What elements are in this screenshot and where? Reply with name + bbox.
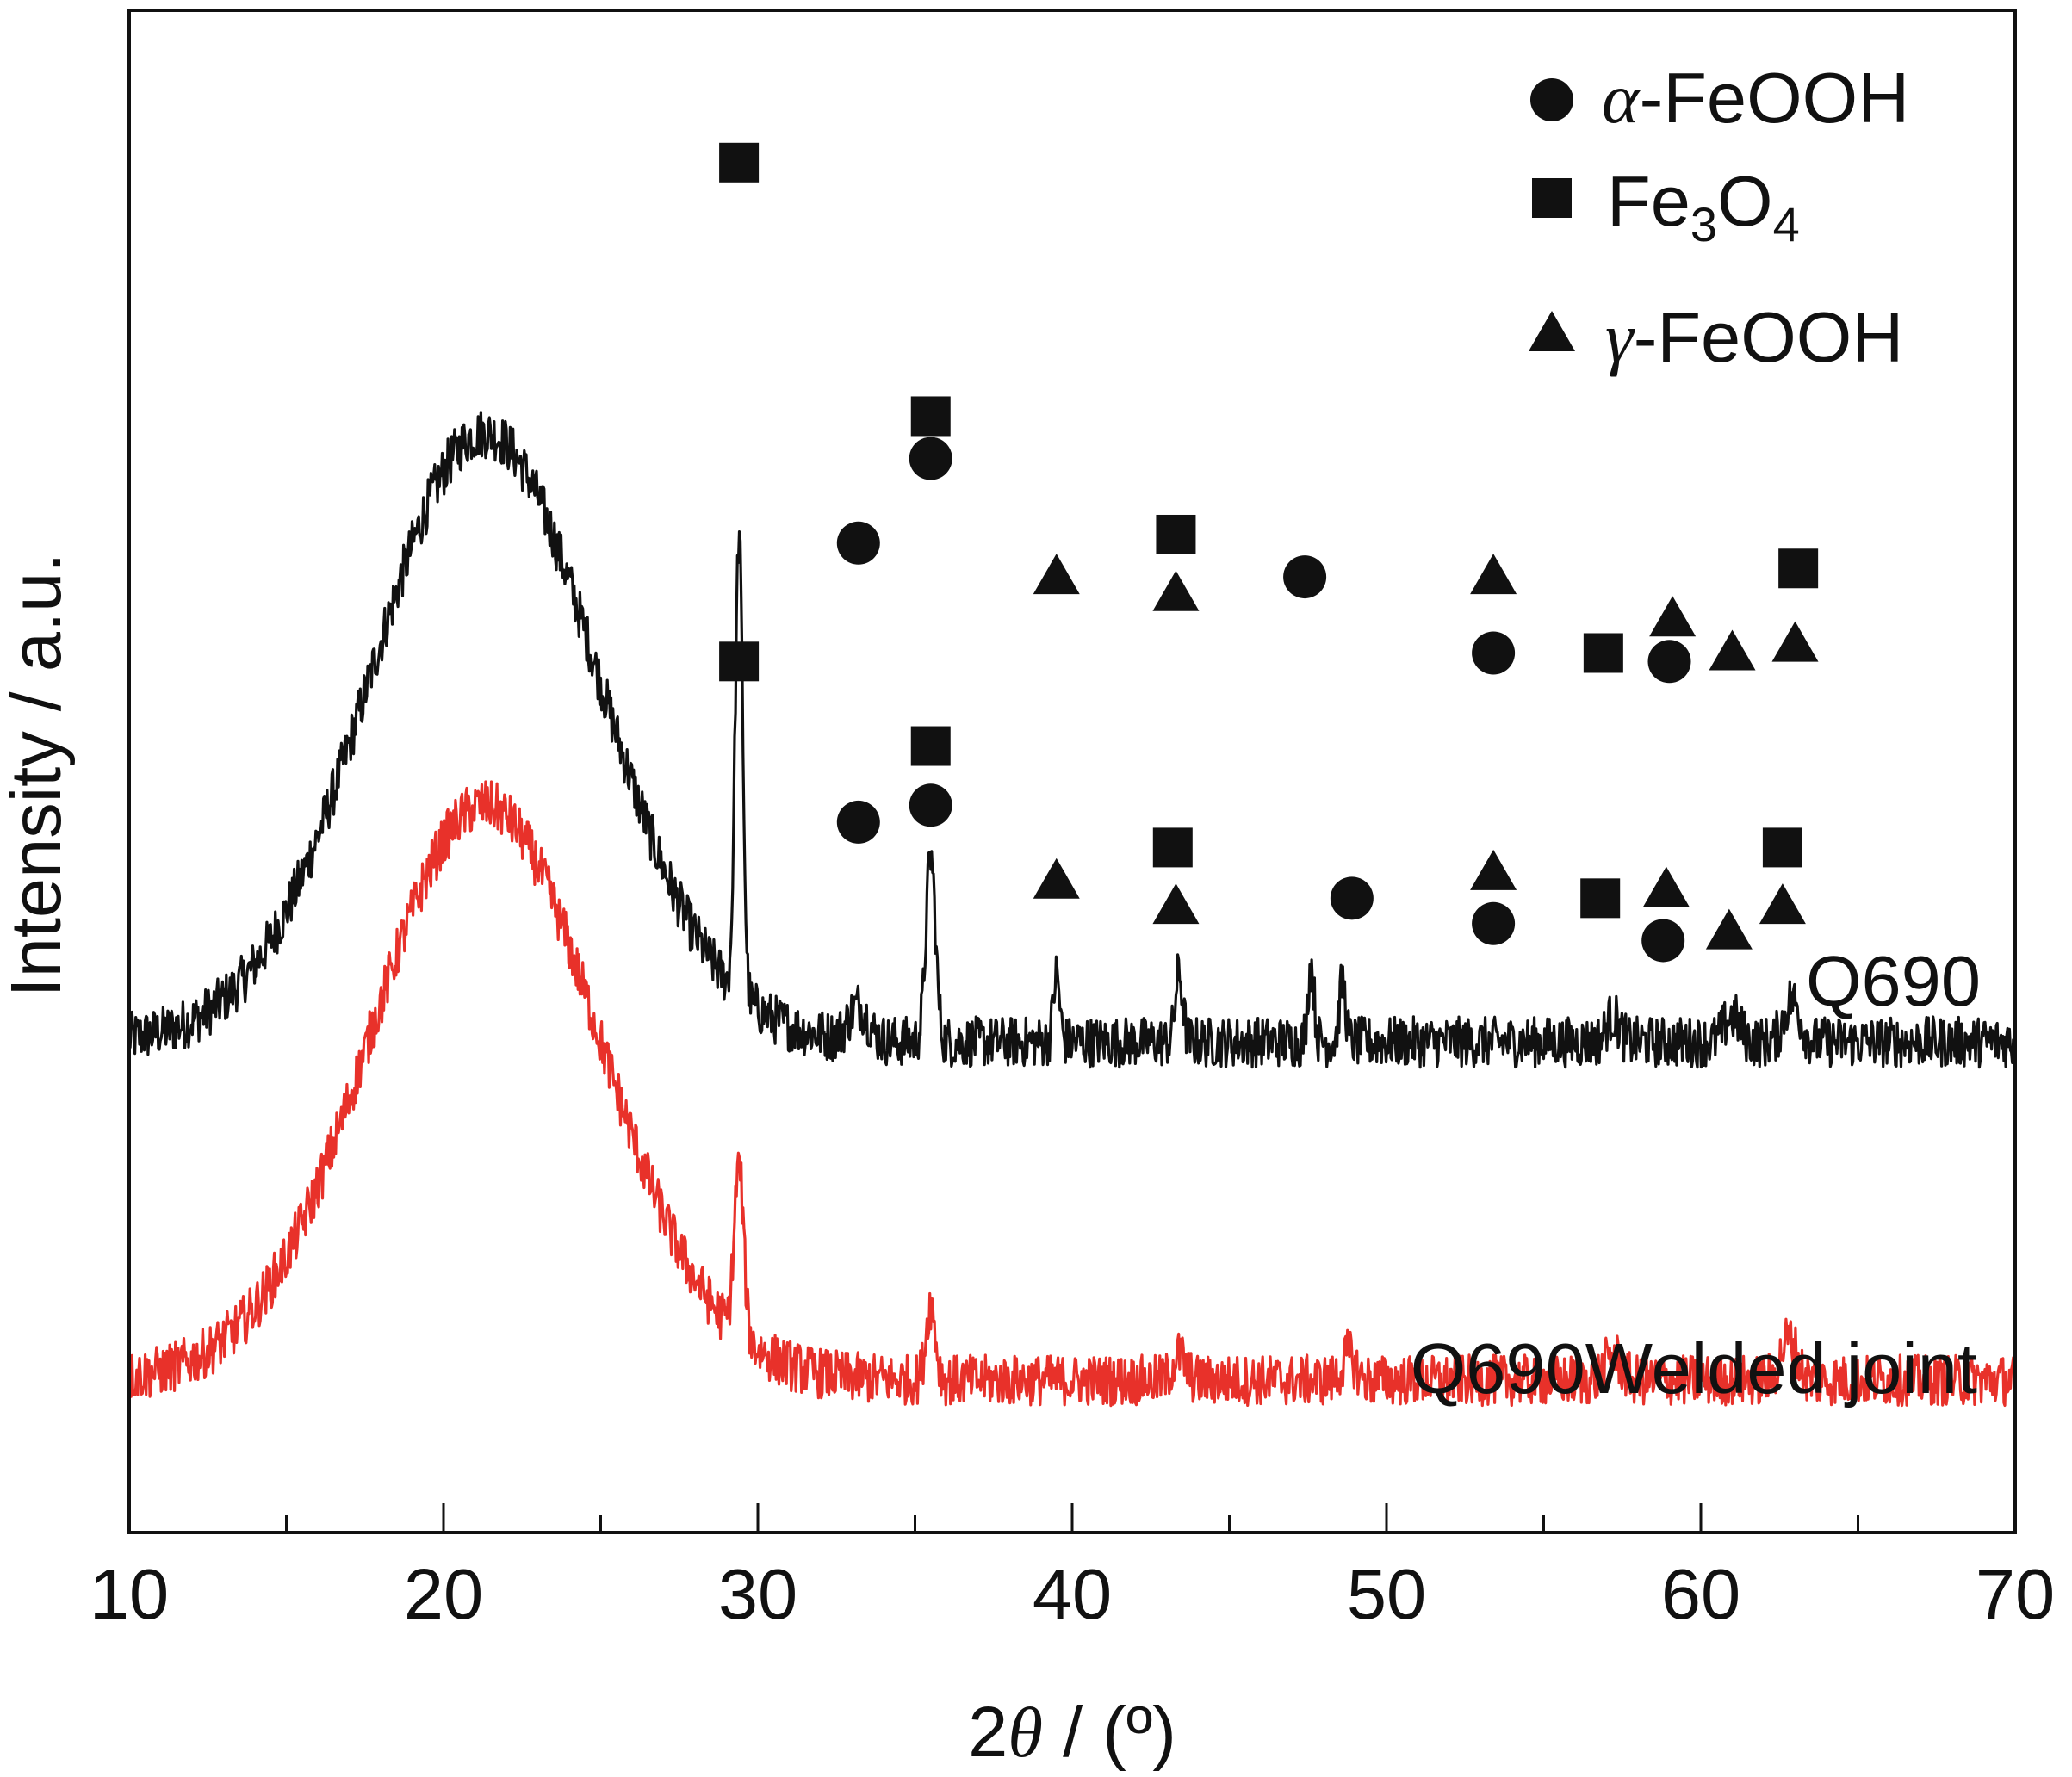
phase-marker-triangle xyxy=(1152,883,1200,925)
phase-marker-circle xyxy=(1641,919,1685,963)
phase-marker-circle xyxy=(909,437,952,480)
series-label-q690-welded-joint: Q690Welded joint xyxy=(1411,1328,1977,1409)
curves-layer xyxy=(127,411,2017,1408)
phase-marker-square xyxy=(719,641,760,682)
phase-marker-circle xyxy=(1472,901,1516,945)
phase-marker-triangle xyxy=(1033,554,1080,595)
legend-square-icon xyxy=(1532,178,1572,218)
phase-marker-square xyxy=(719,142,760,183)
y-axis-title: Intensity / a.u. xyxy=(0,553,76,998)
phase-marker-circle xyxy=(1330,876,1374,920)
phase-marker-circle xyxy=(1472,631,1516,675)
phase-marker-triangle xyxy=(1771,621,1819,662)
phase-marker-square xyxy=(1156,514,1196,554)
series-label-q690: Q690 xyxy=(1806,941,1981,1021)
x-tick-label: 40 xyxy=(1033,1554,1112,1634)
legend-label-alpha-feooh: α-FeOOH xyxy=(1602,58,1909,138)
phase-marker-triangle xyxy=(1709,629,1756,671)
x-tick-label: 60 xyxy=(1661,1554,1740,1634)
phase-marker-circle xyxy=(836,521,880,565)
legend-label-fe3o4: Fe3O4 xyxy=(1607,161,1800,251)
phase-marker-triangle xyxy=(1470,554,1517,595)
series-q690-welded-line xyxy=(127,780,2017,1408)
legend-circle-icon xyxy=(1530,78,1573,121)
phase-marker-square xyxy=(1580,878,1621,919)
x-tick-label: 50 xyxy=(1347,1554,1426,1634)
x-tick-label: 70 xyxy=(1976,1554,2055,1634)
phase-marker-triangle xyxy=(1152,570,1200,611)
legend-label-gamma-feooh: γ-FeOOH xyxy=(1605,297,1903,377)
phase-marker-triangle xyxy=(1759,883,1806,925)
phase-marker-square xyxy=(1152,827,1193,868)
phase-marker-square xyxy=(1778,548,1819,589)
phase-marker-triangle xyxy=(1033,858,1080,899)
phase-marker-square xyxy=(910,396,951,437)
phase-marker-triangle xyxy=(1705,908,1753,950)
x-tick-label: 20 xyxy=(404,1554,483,1634)
markers-layer xyxy=(719,142,1819,963)
x-axis-title: 2θ / (º) xyxy=(968,1692,1176,1772)
phase-marker-circle xyxy=(1647,640,1691,684)
phase-marker-triangle xyxy=(1642,866,1690,907)
phase-marker-triangle xyxy=(1649,596,1697,637)
phase-marker-circle xyxy=(909,783,952,827)
legend-triangle-icon xyxy=(1529,311,1575,351)
x-tick-label: 30 xyxy=(718,1554,797,1634)
phase-marker-square xyxy=(1762,827,1802,868)
series-q690-line xyxy=(127,411,2017,1069)
legend: α-FeOOH Fe3O4 γ-FeOOH xyxy=(1529,58,1909,377)
phase-marker-square xyxy=(1583,633,1623,673)
phase-marker-circle xyxy=(836,800,880,844)
x-tick-label: 10 xyxy=(90,1554,169,1634)
phase-marker-circle xyxy=(1283,555,1327,599)
phase-marker-square xyxy=(910,726,951,766)
x-ticks: 10 20 30 40 50 60 70 xyxy=(90,1503,2055,1634)
phase-marker-triangle xyxy=(1470,849,1517,890)
